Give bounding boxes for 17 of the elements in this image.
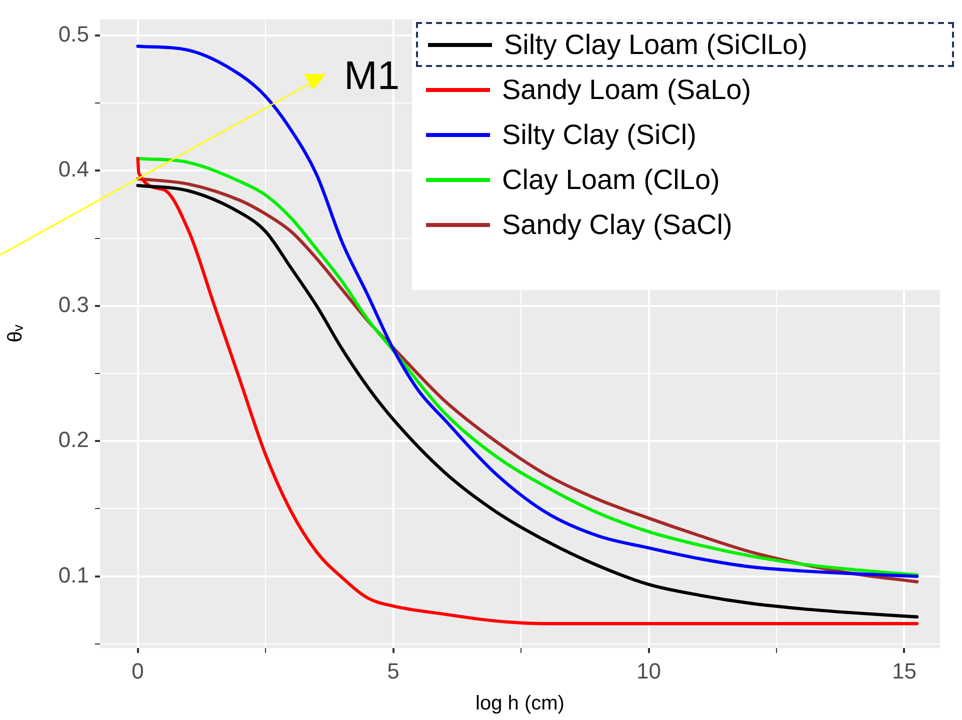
annotation: M1 (344, 54, 400, 98)
y-tick-label: 0.1 (58, 562, 89, 588)
legend-label: Sandy Clay (SaCl) (502, 208, 734, 240)
legend-label: Silty Clay (SiCl) (502, 118, 698, 150)
legend-label: Silty Clay Loam (SiClLo) (504, 28, 808, 60)
y-tick-label: 0.3 (58, 292, 89, 317)
x-tick-label: 0 (132, 658, 144, 684)
x-tick-label: 10 (636, 658, 661, 684)
y-axis-title: θᵥ (4, 324, 27, 342)
legend-label: Sandy Loam (SaLo) (502, 74, 752, 106)
x-tick-label: 15 (892, 658, 916, 684)
y-tick-label: 0.5 (58, 21, 89, 46)
y-tick-label: 0.2 (58, 427, 89, 452)
x-axis-title: log h (cm) (476, 692, 564, 715)
x-tick-label: 5 (387, 658, 400, 684)
legend-label: Clay Loam (ClLo) (502, 164, 721, 196)
y-tick-label: 0.4 (58, 156, 89, 182)
